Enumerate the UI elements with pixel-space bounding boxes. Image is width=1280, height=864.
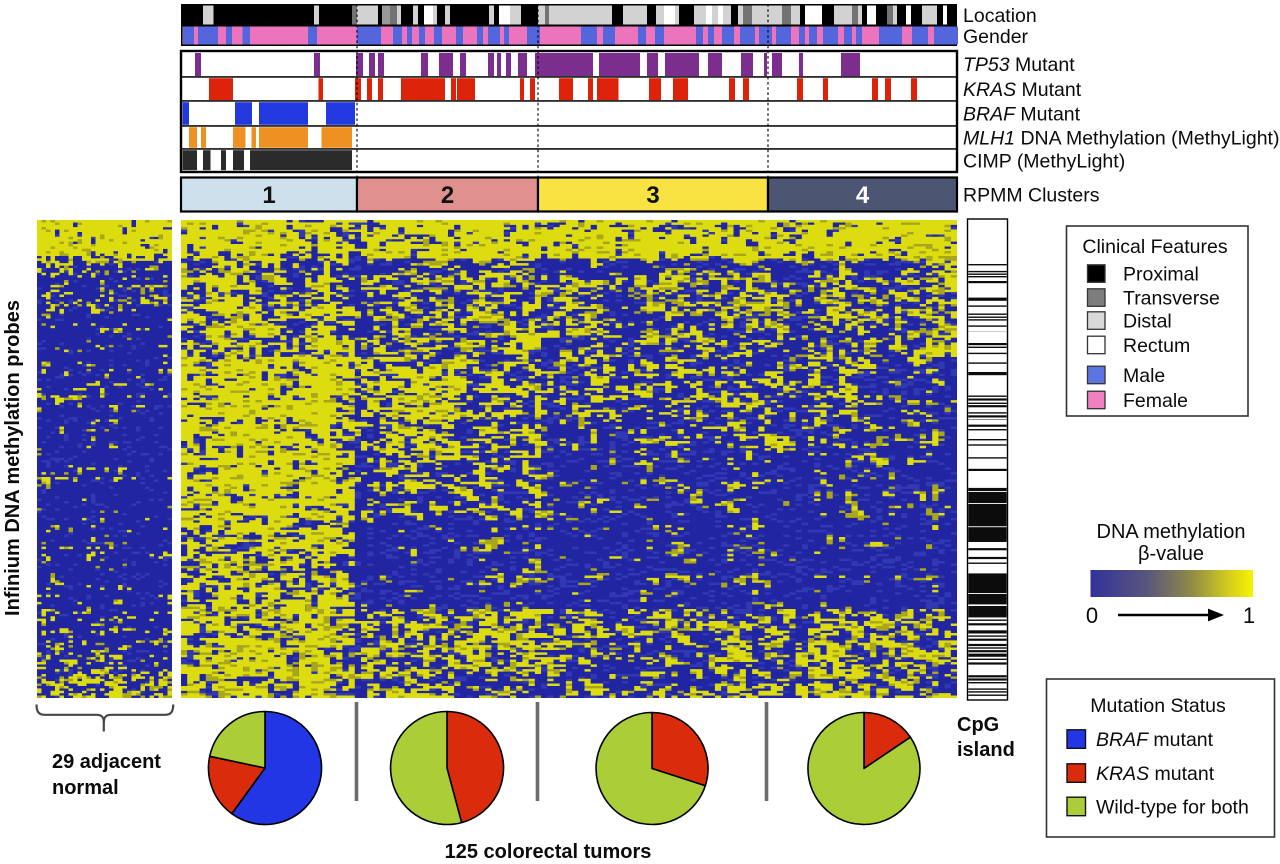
svg-text:1: 1 [262, 182, 275, 209]
svg-text:DNA methylation: DNA methylation [1097, 521, 1246, 543]
svg-text:Male: Male [1123, 365, 1165, 387]
svg-text:1: 1 [1243, 603, 1255, 628]
svg-text:TP53 Mutant: TP53 Mutant [963, 54, 1075, 76]
svg-text:Distal: Distal [1123, 311, 1172, 333]
svg-text:KRAS mutant: KRAS mutant [1096, 763, 1215, 785]
svg-text:Transverse: Transverse [1123, 288, 1220, 310]
svg-text:MLH1 DNA Methylation (MethyLig: MLH1 DNA Methylation (MethyLight) [963, 128, 1279, 150]
svg-text:Clinical Features: Clinical Features [1082, 236, 1227, 258]
svg-text:BRAF Mutant: BRAF Mutant [963, 104, 1081, 126]
svg-text:Mutation Status: Mutation Status [1090, 695, 1226, 717]
svg-text:Gender: Gender [963, 26, 1029, 48]
svg-text:CIMP (MethyLight): CIMP (MethyLight) [963, 151, 1125, 173]
svg-text:Rectum: Rectum [1123, 335, 1190, 357]
svg-text:2: 2 [441, 182, 454, 209]
svg-text:Wild-type for both: Wild-type for both [1096, 797, 1249, 819]
svg-text:3: 3 [646, 182, 659, 209]
svg-text:Infinium DNA methylation probe: Infinium DNA methylation probes [2, 300, 24, 616]
svg-text:island: island [957, 739, 1015, 761]
svg-text:RPMM Clusters: RPMM Clusters [963, 185, 1100, 207]
svg-text:β-value: β-value [1138, 543, 1204, 565]
svg-text:29 adjacent: 29 adjacent [52, 751, 161, 773]
svg-text:Location: Location [963, 5, 1037, 27]
svg-text:BRAF mutant: BRAF mutant [1096, 729, 1214, 751]
svg-text:125 colorectal tumors: 125 colorectal tumors [445, 841, 652, 863]
svg-text:4: 4 [856, 182, 870, 209]
svg-text:KRAS Mutant: KRAS Mutant [963, 79, 1082, 101]
svg-text:0: 0 [1086, 603, 1098, 628]
svg-text:normal: normal [52, 777, 119, 799]
svg-text:Proximal: Proximal [1123, 264, 1199, 286]
svg-text:Female: Female [1123, 390, 1188, 412]
svg-text:CpG: CpG [957, 714, 999, 736]
